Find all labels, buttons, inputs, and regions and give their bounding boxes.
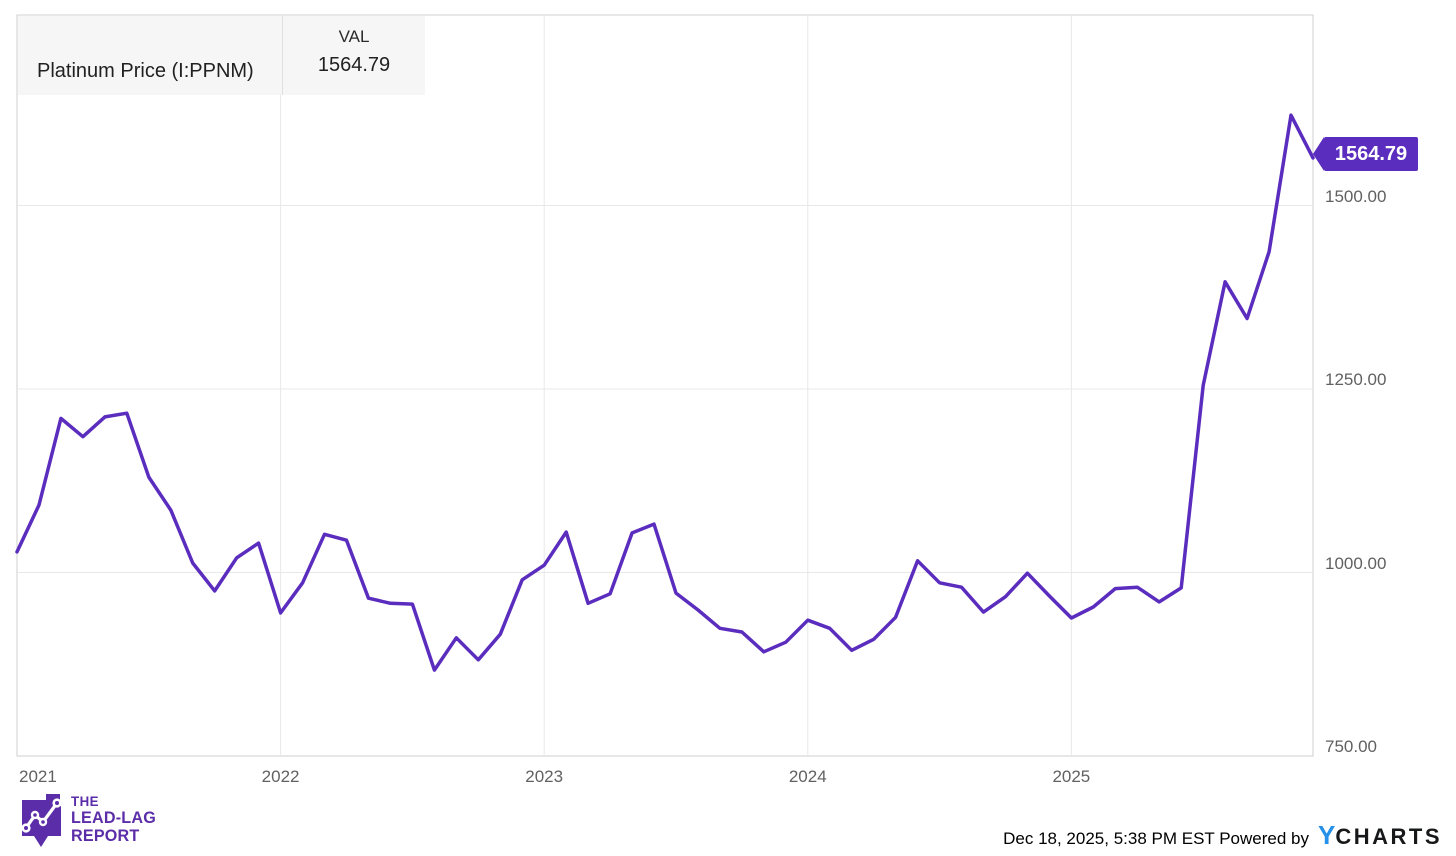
price-line: [15, 113, 1315, 672]
ycharts-logo-y: Y: [1317, 820, 1336, 850]
x-tick-label: 2023: [525, 767, 564, 786]
x-tick-label: 2021: [19, 767, 57, 786]
footer-credit: Dec 18, 2025, 5:38 PM EST Powered by YCH…: [1003, 820, 1442, 851]
leadlag-logo-text: THE LEAD-LAG REPORT: [71, 794, 156, 845]
x-tick-label: 2025: [1052, 767, 1091, 786]
legend-val-header: VAL: [338, 27, 370, 46]
y-tick-label: 1500.00: [1325, 186, 1387, 206]
legend-val-column: VAL 1564.79: [283, 16, 425, 95]
legend: Platinum Price (I:PPNM) VAL 1564.79: [18, 16, 425, 95]
series-label: Platinum Price (I:PPNM): [37, 60, 254, 82]
logo-line-report: REPORT: [71, 826, 140, 845]
leadlag-logo-icon: [21, 794, 62, 847]
x-tick-label: 2024: [788, 767, 827, 786]
y-tick-label: 1000.00: [1325, 553, 1387, 573]
x-tick-label: 2022: [261, 767, 300, 786]
ycharts-logo-charts: CHARTS: [1335, 824, 1442, 849]
y-tick-label: 750.00: [1325, 737, 1377, 756]
last-value-badge-text: 1564.79: [1334, 142, 1408, 165]
y-tick-label: 1250.00: [1325, 370, 1387, 389]
ycharts-logo: YCHARTS: [1318, 820, 1442, 851]
plot-border: [16, 14, 1314, 757]
logo-line-the: THE: [71, 793, 100, 809]
legend-val-value: 1564.79: [317, 54, 391, 76]
logo-line-leadlag: LEAD-LAG: [71, 808, 156, 827]
chart-timestamp: Dec 18, 2025, 5:38 PM EST Powered by: [1003, 829, 1309, 848]
legend-series-name: Platinum Price (I:PPNM): [18, 16, 283, 95]
leadlag-logo: THE LEAD-LAG REPORT: [20, 791, 160, 849]
last-value-badge: 1564.79: [1313, 137, 1418, 171]
